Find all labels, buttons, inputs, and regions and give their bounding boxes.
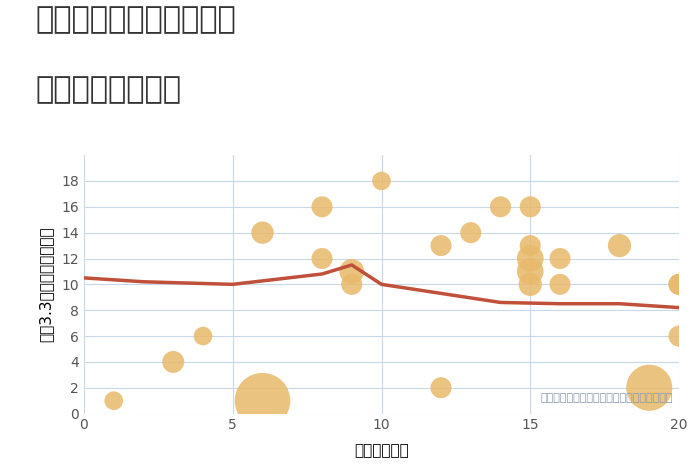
Point bbox=[435, 384, 447, 392]
Point bbox=[346, 267, 357, 275]
Point bbox=[673, 332, 685, 340]
Text: 三重県松阪市下蛸路町の: 三重県松阪市下蛸路町の bbox=[35, 5, 236, 34]
Point bbox=[525, 255, 536, 262]
Point bbox=[673, 281, 685, 288]
Point bbox=[108, 397, 119, 404]
Text: 駅距離別土地価格: 駅距離別土地価格 bbox=[35, 75, 181, 104]
Y-axis label: 坪（3.3㎡）単価（万円）: 坪（3.3㎡）単価（万円） bbox=[38, 227, 53, 342]
Point bbox=[554, 281, 566, 288]
Point bbox=[465, 229, 476, 236]
Point bbox=[257, 397, 268, 404]
Point bbox=[316, 203, 328, 211]
Point bbox=[673, 281, 685, 288]
Point bbox=[644, 384, 655, 392]
X-axis label: 駅距離（分）: 駅距離（分） bbox=[354, 444, 409, 459]
Point bbox=[376, 177, 387, 185]
Point bbox=[495, 203, 506, 211]
Point bbox=[525, 203, 536, 211]
Point bbox=[197, 332, 209, 340]
Point bbox=[316, 255, 328, 262]
Text: 円の大きさは、取引のあった物件面積を示す: 円の大きさは、取引のあった物件面積を示す bbox=[540, 393, 673, 403]
Point bbox=[525, 281, 536, 288]
Point bbox=[525, 242, 536, 249]
Point bbox=[346, 281, 357, 288]
Point bbox=[554, 255, 566, 262]
Point bbox=[525, 267, 536, 275]
Point bbox=[435, 242, 447, 249]
Point bbox=[614, 242, 625, 249]
Point bbox=[257, 229, 268, 236]
Point bbox=[168, 358, 179, 366]
